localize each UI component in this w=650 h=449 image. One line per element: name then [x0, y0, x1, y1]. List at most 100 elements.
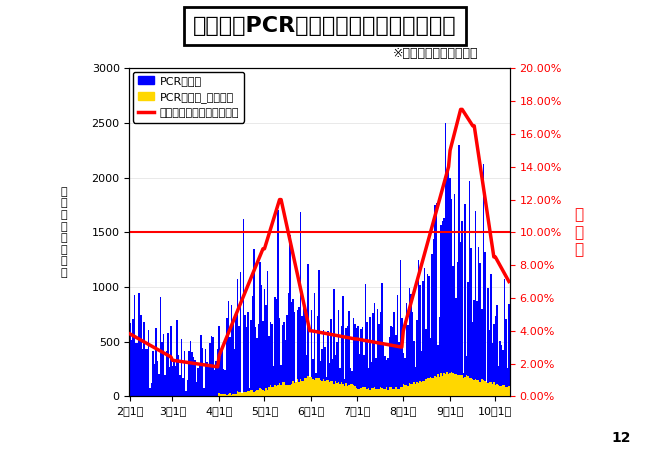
Bar	[447, 172, 448, 396]
Bar	[401, 318, 402, 396]
Bar	[238, 326, 240, 396]
Bar	[312, 379, 313, 396]
Bar	[481, 308, 482, 396]
Bar	[449, 373, 451, 396]
Bar	[398, 343, 400, 396]
Bar	[294, 312, 295, 396]
Bar	[402, 352, 404, 396]
Bar	[187, 379, 188, 396]
Bar	[490, 274, 491, 396]
Bar	[505, 319, 506, 396]
Bar	[464, 204, 466, 396]
Bar	[148, 330, 149, 396]
Bar	[384, 356, 386, 396]
Bar	[326, 377, 327, 396]
Bar	[345, 383, 346, 396]
Bar	[255, 327, 256, 396]
Bar	[285, 385, 287, 396]
Bar	[499, 341, 500, 396]
Bar	[211, 335, 213, 396]
Bar	[233, 349, 235, 396]
Bar	[491, 343, 493, 396]
Bar	[320, 380, 321, 396]
Bar	[443, 218, 445, 396]
Bar	[354, 325, 356, 396]
Bar	[430, 377, 431, 396]
Bar	[249, 387, 250, 396]
Bar	[177, 355, 179, 396]
Bar	[158, 374, 160, 396]
Bar	[318, 270, 320, 396]
Bar	[193, 357, 194, 396]
Bar	[493, 324, 495, 396]
Bar	[418, 260, 419, 396]
Bar	[457, 263, 458, 396]
Bar	[250, 320, 252, 396]
Bar	[266, 390, 268, 396]
Text: 12: 12	[611, 431, 630, 445]
Bar	[502, 384, 504, 396]
Bar	[315, 378, 317, 396]
Bar	[426, 378, 428, 396]
Bar	[508, 304, 510, 396]
Bar	[257, 324, 259, 396]
Bar	[288, 293, 289, 396]
Bar	[227, 394, 229, 396]
Bar	[487, 287, 489, 396]
Bar	[411, 383, 413, 396]
Bar	[129, 323, 131, 396]
Bar	[246, 392, 247, 396]
Bar	[384, 389, 386, 396]
Bar	[313, 293, 315, 396]
Bar	[424, 268, 425, 396]
Bar	[289, 385, 291, 396]
Bar	[327, 331, 329, 396]
陽性率（７日間移動平均）	[428, 224, 436, 229]
Bar	[237, 279, 238, 396]
Bar	[309, 377, 311, 396]
Bar	[356, 328, 358, 396]
Bar	[416, 382, 418, 396]
Bar	[487, 383, 489, 396]
Bar	[337, 382, 339, 396]
Bar	[502, 350, 504, 396]
Bar	[167, 333, 168, 396]
Bar	[426, 273, 428, 396]
Bar	[315, 373, 317, 396]
Bar	[440, 374, 442, 396]
Bar	[144, 349, 146, 396]
Bar	[344, 386, 345, 396]
Bar	[392, 327, 393, 396]
Bar	[207, 362, 208, 396]
Bar	[395, 335, 396, 396]
Bar	[445, 374, 447, 396]
Bar	[241, 393, 242, 396]
Bar	[202, 348, 203, 396]
Bar	[504, 279, 505, 396]
Y-axis label: 陽
性
率: 陽 性 率	[574, 207, 583, 257]
Bar	[462, 221, 463, 396]
Bar	[244, 392, 246, 396]
Bar	[322, 330, 324, 396]
Bar	[218, 393, 220, 396]
Bar	[436, 203, 437, 396]
Bar	[297, 379, 298, 396]
Bar	[341, 326, 342, 396]
Bar	[393, 313, 395, 396]
Bar	[376, 388, 377, 396]
Bar	[247, 392, 249, 396]
Bar	[259, 388, 261, 396]
Text: 奈良県のPCR検査件数及び陽性率の推移: 奈良県のPCR検査件数及び陽性率の推移	[193, 16, 457, 36]
Bar	[224, 394, 226, 396]
Bar	[404, 385, 406, 396]
Bar	[495, 385, 496, 396]
Bar	[482, 164, 484, 396]
Bar	[242, 392, 244, 396]
Bar	[229, 337, 231, 396]
Bar	[419, 381, 421, 396]
Bar	[353, 385, 354, 396]
Bar	[387, 390, 389, 396]
Bar	[506, 387, 508, 396]
Bar	[330, 381, 332, 396]
Bar	[437, 345, 439, 396]
